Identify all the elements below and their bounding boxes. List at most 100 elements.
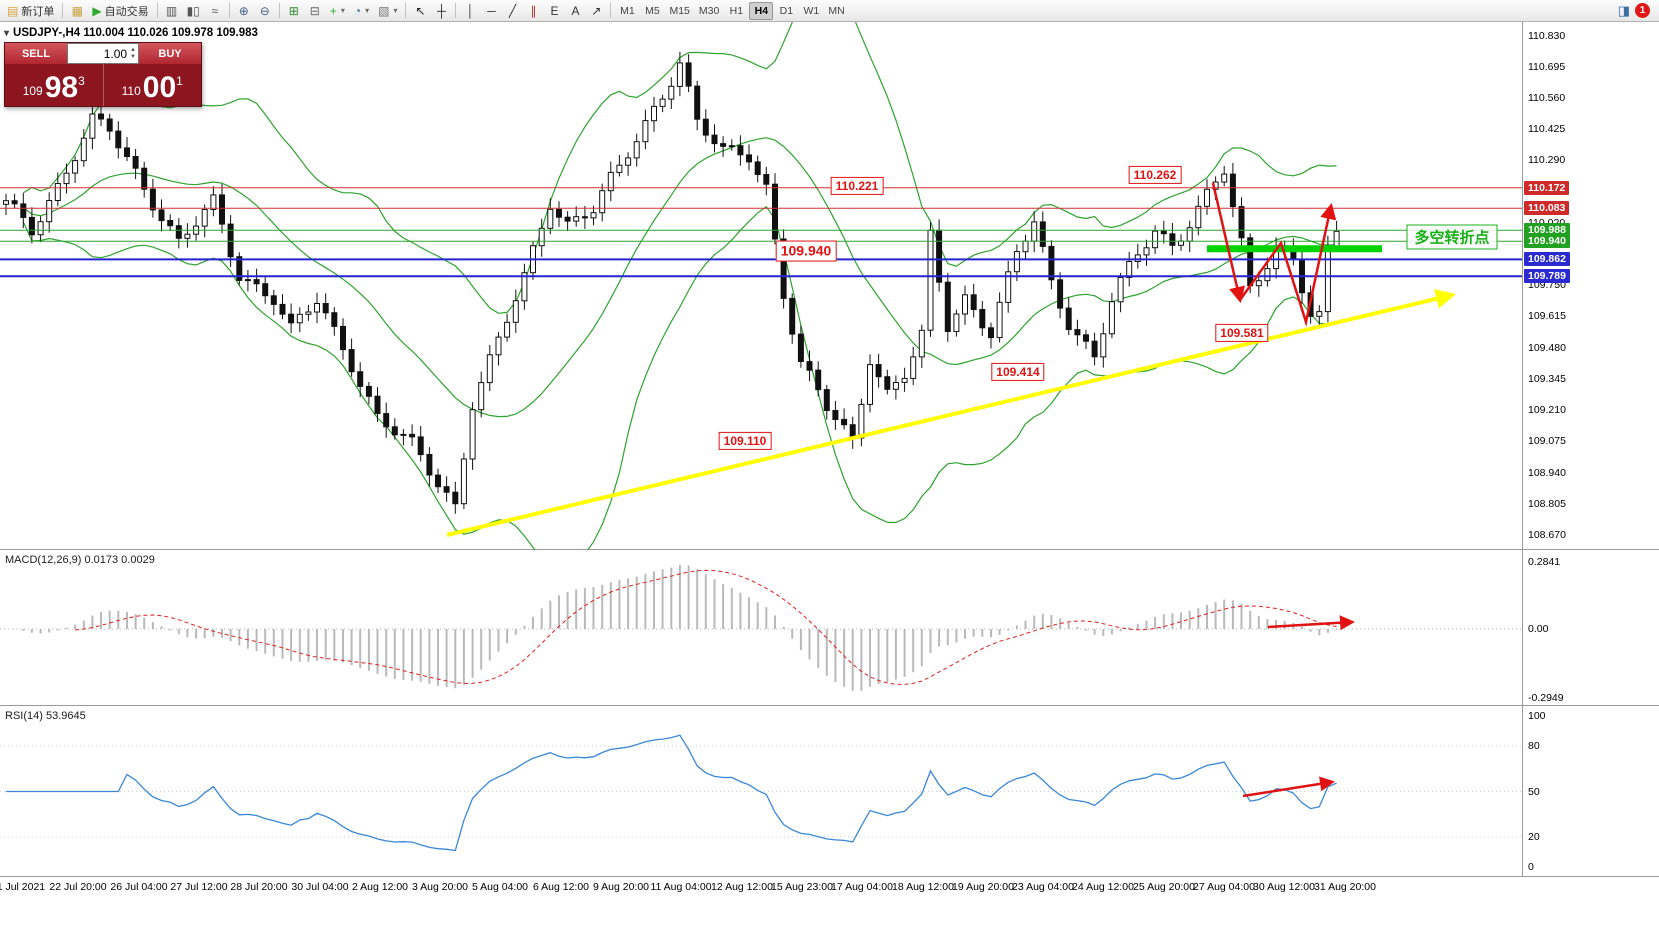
time-axis-label: 27 Aug 04:00 <box>1193 881 1255 893</box>
chart-window-icon[interactable]: ▦ <box>67 2 87 20</box>
line-chart-icon-glyph: ≈ <box>211 3 219 18</box>
price-chart-panel[interactable]: 110.221 110.262 109.940 109.581 109.414 109.1… <box>0 22 1659 550</box>
timeframe-mn[interactable]: MN <box>828 4 845 17</box>
periodicity-button[interactable]: ◔ ▾ <box>350 2 373 20</box>
sell-price[interactable]: 109 98 3 <box>5 64 103 106</box>
templates-button-dropdown-icon[interactable]: ▾ <box>393 6 398 15</box>
time-axis-label: 25 Aug 20:00 <box>1133 881 1195 893</box>
rsi-axis-label: 80 <box>1528 740 1540 752</box>
rsi-axis-label: 50 <box>1528 786 1540 798</box>
channel-tool-icon-glyph: ∥ <box>530 3 537 18</box>
rsi-red-arrow[interactable] <box>1242 776 1335 798</box>
bar-chart-icon[interactable]: ▥ <box>162 2 182 20</box>
trendline-tool-icon-glyph: ╱ <box>508 3 517 18</box>
rsi-line <box>6 734 1337 852</box>
stepper-down-icon[interactable]: ▼ <box>130 53 136 60</box>
chart-window-button[interactable]: ◨ <box>1617 2 1630 18</box>
zoom-out-icon[interactable]: ⊖ <box>255 2 275 20</box>
horizontal-line-tool-icon[interactable]: ─ <box>481 2 501 20</box>
price-tick: 110.695 <box>1528 61 1566 73</box>
timeframe-m1[interactable]: M1 <box>620 4 635 17</box>
price-tick: 109.345 <box>1528 373 1566 385</box>
oneclick-collapse-icon[interactable]: ▾ <box>4 27 10 39</box>
auto-trading-button[interactable]: ▶ 自动交易 <box>88 2 152 20</box>
arrange-windows-icon[interactable]: ⊟ <box>305 2 325 20</box>
volume-stepper[interactable]: ▲ ▼ <box>130 47 136 60</box>
templates-button[interactable]: ▧ ▾ <box>374 2 401 20</box>
price-level-tag: 109.862 <box>1524 252 1570 266</box>
yellow-trendline[interactable] <box>446 288 1456 537</box>
auto-trading-button-glyph: ▶ <box>92 3 102 18</box>
price-level-tag: 109.988 <box>1524 223 1570 237</box>
candles <box>3 51 1340 514</box>
macd-red-arrow[interactable] <box>1267 615 1355 631</box>
rsi-axis-label: 0 <box>1528 861 1534 873</box>
vertical-line-tool-icon[interactable]: │ <box>460 2 480 20</box>
time-axis-label: 22 Jul 20:00 <box>49 881 107 893</box>
indicators-add-button-dropdown-icon[interactable]: ▾ <box>340 6 345 15</box>
notification-badge[interactable]: 1 <box>1635 3 1650 18</box>
price-tick: 110.830 <box>1528 30 1566 42</box>
arrows-tool-icon[interactable]: ↗ <box>586 2 606 20</box>
macd-axis-label: 0.2841 <box>1528 556 1561 568</box>
price-level-tag: 109.789 <box>1524 269 1570 283</box>
red-zigzag-arrow-up[interactable] <box>1238 202 1337 327</box>
timeframe-m5[interactable]: M5 <box>645 4 660 17</box>
auto-trading-button-label: 自动交易 <box>104 5 149 18</box>
bollinger-bands <box>22 22 1337 550</box>
price-tick: 108.805 <box>1528 498 1566 510</box>
line-chart-icon[interactable]: ≈ <box>205 2 225 20</box>
time-axis-label: 12 Aug 12:00 <box>711 881 773 893</box>
rsi-panel[interactable]: RSI(14) 53.9645 100 80 50 20 0 <box>0 706 1659 877</box>
price-tick: 110.425 <box>1528 123 1566 135</box>
zoom-out-icon-glyph: ⊖ <box>259 3 270 18</box>
timeframe-d1[interactable]: D1 <box>779 4 794 17</box>
channel-tool-icon[interactable]: ∥ <box>523 2 543 20</box>
price-axis[interactable]: 110.830 110.695 110.560 110.425 110.290 110.0… <box>1522 22 1659 549</box>
volume-input[interactable]: 1.00 ▲ ▼ <box>67 43 139 64</box>
time-axis-label: 2 Aug 12:00 <box>351 881 409 893</box>
timeframe-h1[interactable]: H1 <box>729 4 744 17</box>
rsi-chart[interactable] <box>0 706 1522 877</box>
candlestick-chart-icon[interactable]: ▮▯ <box>183 2 204 20</box>
price-tick: 109.480 <box>1528 342 1566 354</box>
timeframe-h4[interactable]: H4 <box>749 1 774 20</box>
crosshair-tool-icon[interactable]: ┼ <box>431 2 451 20</box>
time-axis-label: 11 Aug 04:00 <box>650 881 712 893</box>
toolbar-separator <box>455 3 457 18</box>
indicators-add-button[interactable]: + ▾ <box>326 2 349 20</box>
text-tool-icon[interactable]: A <box>565 2 585 20</box>
trendline-tool-icon[interactable]: ╱ <box>502 2 522 20</box>
buy-price-prefix: 110 <box>121 84 141 98</box>
periodicity-button-dropdown-icon[interactable]: ▾ <box>365 6 370 15</box>
macd-panel[interactable]: MACD(12,26,9) 0.0173 0.0029 0.2841 0.00 -0… <box>0 550 1659 706</box>
macd-chart[interactable] <box>0 550 1522 706</box>
price-tick: 110.290 <box>1528 154 1566 166</box>
cursor-tool-icon[interactable]: ↖ <box>410 2 430 20</box>
rsi-axis[interactable]: 100 80 50 20 0 <box>1522 706 1659 876</box>
new-order-button-glyph: ▤ <box>7 3 19 18</box>
macd-axis[interactable]: 0.2841 0.00 -0.2949 <box>1522 550 1659 705</box>
tile-windows-icon[interactable]: ⊞ <box>284 2 304 20</box>
new-order-button[interactable]: ▤ 新订单 <box>3 2 58 20</box>
vertical-line-tool-icon-glyph: │ <box>466 3 475 18</box>
time-axis-label: 23 Aug 04:00 <box>1012 881 1074 893</box>
timeframe-m30[interactable]: M30 <box>698 4 720 17</box>
candlestick-chart[interactable] <box>0 22 1522 550</box>
horizontal-line-tool-icon-glyph: ─ <box>487 3 496 18</box>
time-axis-label: 30 Jul 04:00 <box>291 881 349 893</box>
price-level-tag: 109.940 <box>1524 234 1570 248</box>
timeframe-m15[interactable]: M15 <box>669 4 690 17</box>
zoom-in-icon[interactable]: ⊕ <box>234 2 254 20</box>
sell-price-prefix: 109 <box>22 84 43 98</box>
buy-price[interactable]: 110 00 1 <box>102 64 202 106</box>
fibonacci-tool-icon[interactable]: E <box>544 2 564 20</box>
sell-button[interactable]: SELL <box>5 43 67 64</box>
timeframe-w1[interactable]: W1 <box>803 4 820 17</box>
time-axis-label: 18 Aug 12:00 <box>892 881 954 893</box>
buy-button[interactable]: BUY <box>139 43 201 64</box>
red-zigzag-arrow-down[interactable] <box>1211 182 1245 304</box>
stepper-up-icon[interactable]: ▲ <box>130 46 136 53</box>
macd-histogram <box>13 565 1338 691</box>
